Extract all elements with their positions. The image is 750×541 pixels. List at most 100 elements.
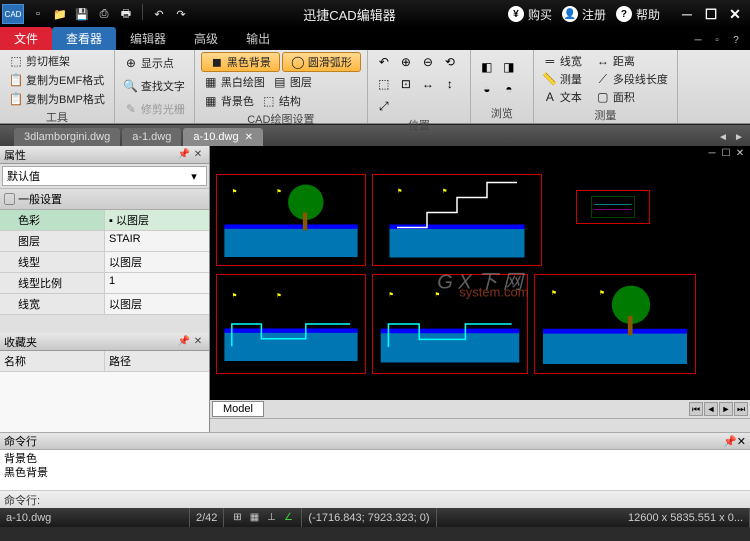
question-icon: ? [616, 6, 632, 22]
favorites-title: 收藏夹 [4, 334, 37, 350]
ribbon-help-icon[interactable]: ? [728, 32, 744, 48]
ribbon-icon[interactable]: ↔ [418, 74, 438, 94]
quick-access-toolbar: ▫ 📁 💾 ⎙ 🖶 ↶ ↷ [28, 4, 191, 24]
ribbon-min-icon[interactable]: ─ [690, 32, 706, 48]
viewport-min-icon[interactable]: ─ [706, 147, 718, 159]
tab-close-icon[interactable]: ✕ [245, 132, 253, 143]
tab-2[interactable]: 高级 [180, 27, 232, 50]
ribbon-item[interactable]: ⊕显示点 [121, 54, 188, 72]
ribbon-item[interactable]: 📋复制为BMP格式 [6, 90, 108, 108]
property-section[interactable]: ▢ 一般设置 [0, 188, 209, 210]
undo-icon[interactable]: ↶ [149, 4, 169, 24]
ribbon-item[interactable]: 🔍查找文字 [121, 77, 188, 95]
save-icon[interactable]: 💾 [72, 4, 92, 24]
ribbon-icon[interactable]: ⬚ [374, 74, 394, 94]
default-value-dropdown[interactable]: 默认值 ▾ [2, 166, 207, 186]
buy-button[interactable]: ¥购买 [508, 6, 552, 23]
ribbon-item[interactable]: ⬚结构 [259, 92, 304, 110]
doctab[interactable]: a-1.dwg [122, 128, 181, 146]
help-button[interactable]: ?帮助 [616, 6, 660, 23]
property-row[interactable]: 线型比例1 [0, 273, 209, 294]
ribbon-item[interactable]: 📋复制为EMF格式 [6, 71, 108, 89]
ribbon-icon[interactable]: ⤢ [374, 96, 394, 116]
ribbon-item[interactable]: ↔距离 [593, 52, 671, 70]
drawing-frame [576, 190, 650, 224]
ribbon-item[interactable]: 📏测量 [540, 70, 585, 88]
ribbon-icon[interactable]: ◓ [499, 79, 519, 99]
saveas-icon[interactable]: ⎙ [94, 4, 114, 24]
drawing-canvas[interactable]: G X 下 网 system.com ⚑⚑⚑⚑⚑⚑⚑⚑⚑⚑ [210, 160, 750, 400]
tab-3[interactable]: 输出 [232, 27, 284, 50]
viewport-max-icon[interactable]: ☐ [720, 147, 732, 159]
close-button[interactable]: ✕ [726, 5, 744, 23]
ribbon-icon[interactable]: ⊕ [396, 52, 416, 72]
ribbon-group-label [121, 120, 188, 121]
status-progress: 2/42 [190, 508, 224, 527]
ribbon-icon[interactable]: ⟲ [440, 52, 460, 72]
doctab[interactable]: a-10.dwg✕ [183, 128, 263, 146]
property-row[interactable]: 图层STAIR [0, 231, 209, 252]
ribbon-icon[interactable]: ◧ [477, 57, 497, 77]
model-tab[interactable]: Model [212, 401, 264, 417]
ribbon-icon[interactable]: ↶ [374, 52, 394, 72]
tab-prev-icon[interactable]: ◄ [716, 130, 730, 144]
ribbon-item[interactable]: ═线宽 [540, 52, 585, 70]
ribbon-黑色背景[interactable]: ◼黑色背景 [201, 52, 280, 72]
grid-icon[interactable]: ▦ [247, 511, 261, 525]
ribbon-item[interactable]: ▦背景色 [201, 92, 257, 110]
layout-prev-icon[interactable]: ◄ [704, 402, 718, 416]
layout-next-icon[interactable]: ► [719, 402, 733, 416]
ortho-icon[interactable]: ⊥ [264, 511, 278, 525]
menu-bar: 文件 查看器编辑器高级输出 ─ ▫ ? [0, 28, 750, 50]
ribbon-pin-icon[interactable]: ▫ [709, 32, 725, 48]
main-area: 属性 📌 ✕ 默认值 ▾ ▢ 一般设置 色彩▪ 以图层图层STAIR线型以图层线… [0, 146, 750, 432]
tab-file[interactable]: 文件 [0, 27, 52, 50]
cmd-close-icon[interactable]: ✕ [737, 435, 746, 448]
ribbon-item[interactable]: ▦黑白绘图 [201, 73, 268, 91]
print-icon[interactable]: 🖶 [116, 4, 136, 24]
property-row[interactable]: 色彩▪ 以图层 [0, 210, 209, 231]
svg-text:⚑: ⚑ [276, 292, 281, 299]
open-icon[interactable]: 📁 [50, 4, 70, 24]
panel-close-icon[interactable]: ✕ [191, 148, 205, 162]
ribbon-group-label: 浏览 [477, 104, 527, 121]
new-icon[interactable]: ▫ [28, 4, 48, 24]
ribbon-icon[interactable]: ⊖ [418, 52, 438, 72]
tab-next-icon[interactable]: ► [732, 130, 746, 144]
svg-text:⚑: ⚑ [388, 291, 394, 298]
cmd-pin-icon[interactable]: 📌 [723, 435, 737, 448]
properties-header: 属性 📌 ✕ [0, 146, 209, 164]
ribbon-item[interactable]: ⟋多段线长度 [593, 70, 671, 88]
fav-pin-icon[interactable]: 📌 [177, 335, 191, 349]
ribbon-item[interactable]: ▤图层 [270, 73, 315, 91]
horizontal-scrollbar[interactable] [210, 418, 750, 432]
doctab[interactable]: 3dlamborgini.dwg [14, 128, 120, 146]
ribbon-icon[interactable]: ◨ [499, 57, 519, 77]
tab-1[interactable]: 编辑器 [116, 27, 180, 50]
snap-icon[interactable]: ⊞ [230, 511, 244, 525]
ribbon-item[interactable]: A文本 [540, 88, 585, 106]
maximize-button[interactable]: ☐ [702, 5, 720, 23]
ribbon-icon[interactable]: ⊡ [396, 74, 416, 94]
tab-0[interactable]: 查看器 [52, 27, 116, 50]
ribbon-group-label: 工具 [6, 108, 108, 125]
property-row[interactable]: 线型以图层 [0, 252, 209, 273]
command-input[interactable]: 命令行: [0, 490, 750, 508]
ribbon-icon[interactable]: ◒ [477, 79, 497, 99]
ribbon-item[interactable]: ▢面积 [593, 88, 671, 106]
register-button[interactable]: 👤注册 [562, 6, 606, 23]
panel-pin-icon[interactable]: 📌 [177, 148, 191, 162]
ribbon-圆滑弧形[interactable]: ◯圆滑弧形 [282, 52, 361, 72]
polar-icon[interactable]: ∠ [281, 511, 295, 525]
fav-close-icon[interactable]: ✕ [191, 335, 205, 349]
layout-first-icon[interactable]: ⏮ [689, 402, 703, 416]
layout-last-icon[interactable]: ⏭ [734, 402, 748, 416]
user-icon: 👤 [562, 6, 578, 22]
ribbon-item[interactable]: ⬚剪切框架 [6, 52, 108, 70]
favorites-columns: 名称 路径 [0, 351, 209, 372]
ribbon-icon[interactable]: ↕ [440, 74, 460, 94]
property-row[interactable]: 线宽以图层 [0, 294, 209, 315]
minimize-button[interactable]: ─ [678, 5, 696, 23]
viewport-close-icon[interactable]: ✕ [734, 147, 746, 159]
redo-icon[interactable]: ↷ [171, 4, 191, 24]
